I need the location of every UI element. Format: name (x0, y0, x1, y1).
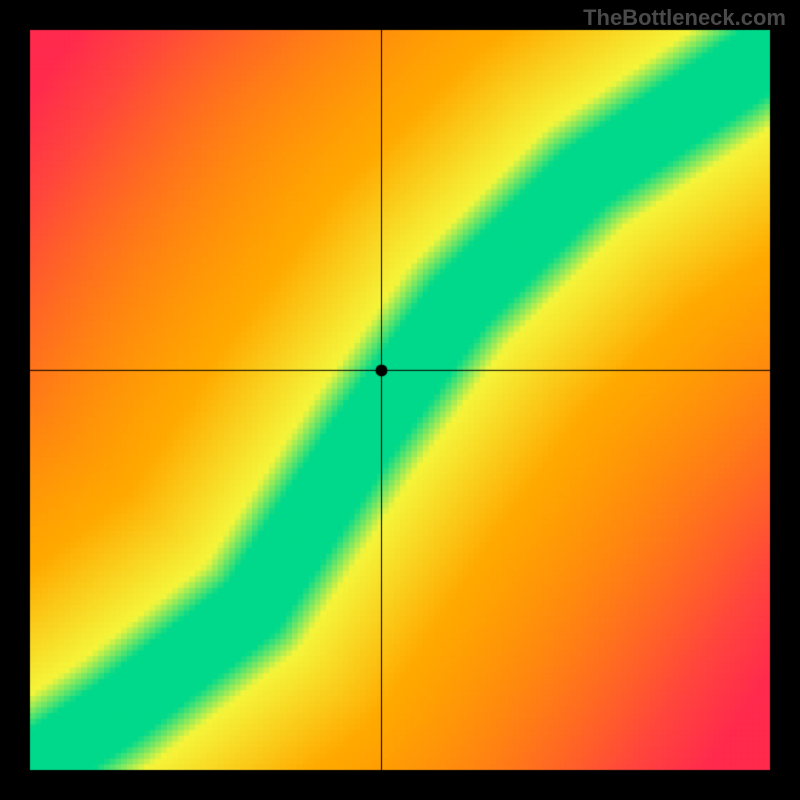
chart-container: TheBottleneck.com (0, 0, 800, 800)
heatmap-canvas (0, 0, 800, 800)
watermark-text: TheBottleneck.com (583, 5, 786, 31)
